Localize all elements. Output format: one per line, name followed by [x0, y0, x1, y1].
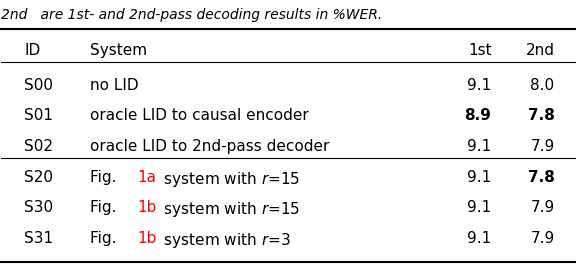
Text: system with $r$=15: system with $r$=15 — [159, 200, 300, 220]
Text: no LID: no LID — [90, 77, 139, 93]
Text: system with $r$=15: system with $r$=15 — [159, 170, 300, 189]
Text: S30: S30 — [24, 200, 54, 215]
Text: S00: S00 — [24, 77, 54, 93]
Text: 8.0: 8.0 — [530, 77, 555, 93]
Text: 1b: 1b — [137, 200, 157, 215]
Text: 9.1: 9.1 — [467, 77, 491, 93]
Text: 8.9: 8.9 — [465, 108, 491, 123]
Text: System: System — [90, 43, 147, 58]
Text: 7.8: 7.8 — [528, 108, 555, 123]
Text: Fig.: Fig. — [90, 170, 122, 185]
Text: 1a: 1a — [137, 170, 156, 185]
Text: 9.1: 9.1 — [467, 139, 491, 154]
Text: system with $r$=3: system with $r$=3 — [159, 231, 291, 250]
Text: oracle LID to causal encoder: oracle LID to causal encoder — [90, 108, 309, 123]
Text: S02: S02 — [24, 139, 54, 154]
Text: 9.1: 9.1 — [467, 200, 491, 215]
Text: S01: S01 — [24, 108, 54, 123]
Text: 9.1: 9.1 — [467, 170, 491, 185]
Text: oracle LID to 2nd-pass decoder: oracle LID to 2nd-pass decoder — [90, 139, 329, 154]
Text: ID: ID — [24, 43, 40, 58]
Text: 9.1: 9.1 — [467, 231, 491, 246]
Text: 7.9: 7.9 — [530, 200, 555, 215]
Text: Fig.: Fig. — [90, 200, 122, 215]
Text: 7.9: 7.9 — [530, 139, 555, 154]
Text: S20: S20 — [24, 170, 54, 185]
Text: 2nd   are 1st- and 2nd-pass decoding results in %WER.: 2nd are 1st- and 2nd-pass decoding resul… — [1, 8, 382, 22]
Text: 7.9: 7.9 — [530, 231, 555, 246]
Text: 2nd: 2nd — [525, 43, 555, 58]
Text: Fig.: Fig. — [90, 231, 122, 246]
Text: 1b: 1b — [137, 231, 157, 246]
Text: 1st: 1st — [468, 43, 491, 58]
Text: S31: S31 — [24, 231, 54, 246]
Text: 7.8: 7.8 — [528, 170, 555, 185]
